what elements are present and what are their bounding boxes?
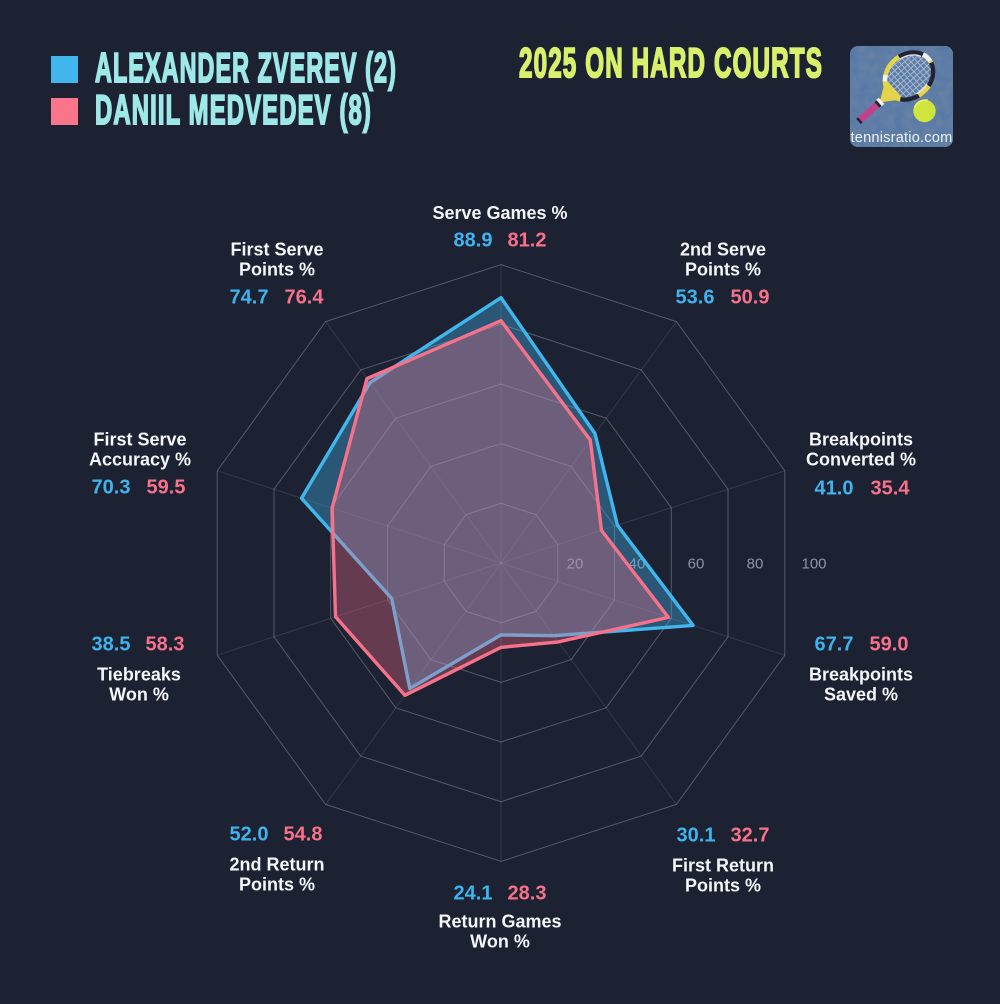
svg-text:80: 80: [747, 556, 764, 573]
svg-text:100: 100: [801, 556, 826, 573]
svg-text:20: 20: [567, 556, 584, 573]
svg-text:60: 60: [688, 556, 705, 573]
svg-text:tennisratio.com: tennisratio.com: [851, 130, 953, 146]
svg-text:40: 40: [629, 556, 646, 573]
